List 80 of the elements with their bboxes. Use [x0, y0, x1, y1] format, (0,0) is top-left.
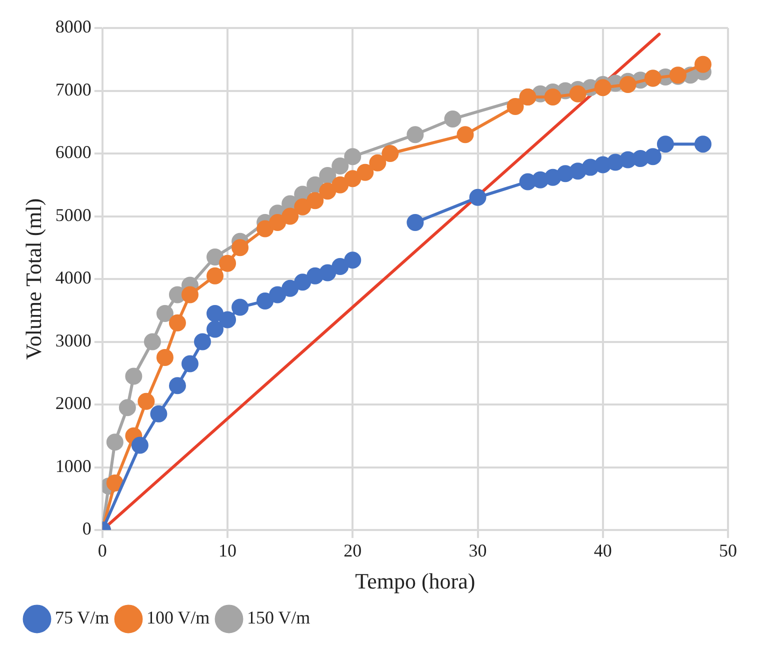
point	[332, 258, 349, 275]
point	[406, 214, 424, 232]
point	[506, 98, 524, 115]
point	[619, 76, 636, 93]
point	[106, 434, 124, 451]
point	[219, 311, 236, 328]
point	[106, 474, 124, 492]
y-tick-label: 8000	[55, 16, 92, 37]
point	[344, 252, 362, 269]
point	[138, 392, 155, 410]
point	[344, 148, 362, 166]
point	[332, 158, 349, 175]
point	[118, 399, 136, 416]
point	[282, 208, 299, 225]
point	[656, 136, 674, 153]
point	[232, 239, 249, 256]
point	[232, 298, 249, 316]
point	[306, 192, 324, 210]
point	[406, 126, 424, 144]
x-tick-label: 10	[218, 540, 237, 561]
x-tick-label: 40	[594, 540, 612, 561]
legend-label: 100 V/m	[146, 608, 210, 628]
point	[256, 220, 274, 238]
point	[206, 305, 224, 322]
point	[294, 198, 312, 216]
x-tick-label: 30	[468, 540, 487, 561]
y-tick-label: 1000	[55, 456, 92, 476]
point	[219, 254, 236, 272]
legend-label: 75 V/m	[55, 608, 110, 628]
point	[294, 274, 312, 291]
point	[644, 148, 662, 166]
point	[144, 333, 161, 350]
point	[356, 164, 374, 181]
point	[344, 170, 362, 188]
point	[269, 286, 286, 304]
y-tick-label: 0	[82, 518, 92, 539]
point	[569, 85, 586, 102]
point	[181, 355, 198, 372]
point	[694, 136, 712, 153]
point	[125, 368, 142, 385]
y-tick-label: 7000	[55, 79, 92, 100]
point	[206, 320, 224, 338]
point	[694, 56, 712, 73]
point	[206, 267, 224, 284]
point	[594, 79, 612, 96]
point	[382, 145, 399, 162]
point	[156, 305, 174, 322]
point	[156, 348, 174, 366]
y-tick-label: 3000	[55, 330, 92, 350]
y-tick-label: 6000	[55, 142, 92, 162]
point	[319, 182, 336, 200]
y-axis-title: Volume Total (ml)	[20, 198, 46, 360]
point	[456, 126, 474, 144]
point	[269, 214, 286, 232]
y-tick-label: 2000	[55, 393, 92, 414]
y-tick-label: 4000	[55, 268, 92, 288]
legend-label: 150 V/m	[247, 608, 310, 628]
point	[569, 162, 586, 180]
point	[168, 314, 186, 332]
point	[444, 110, 462, 128]
point	[131, 436, 148, 454]
y-tick-label: 5000	[55, 204, 92, 225]
x-tick-label: 0	[98, 540, 107, 561]
point	[544, 88, 562, 106]
point	[181, 286, 198, 304]
point	[168, 377, 186, 394]
point	[150, 405, 168, 422]
point	[206, 248, 224, 266]
point	[544, 168, 562, 186]
point	[282, 280, 299, 297]
x-tick-label: 50	[719, 540, 737, 561]
point	[369, 154, 386, 172]
point	[319, 166, 336, 184]
point	[194, 333, 211, 350]
point	[256, 292, 274, 310]
x-axis-title: Tempo (hora)	[355, 568, 476, 594]
point	[332, 176, 349, 194]
point	[469, 188, 486, 206]
point	[319, 264, 336, 282]
x-tick-label: 20	[344, 540, 362, 561]
